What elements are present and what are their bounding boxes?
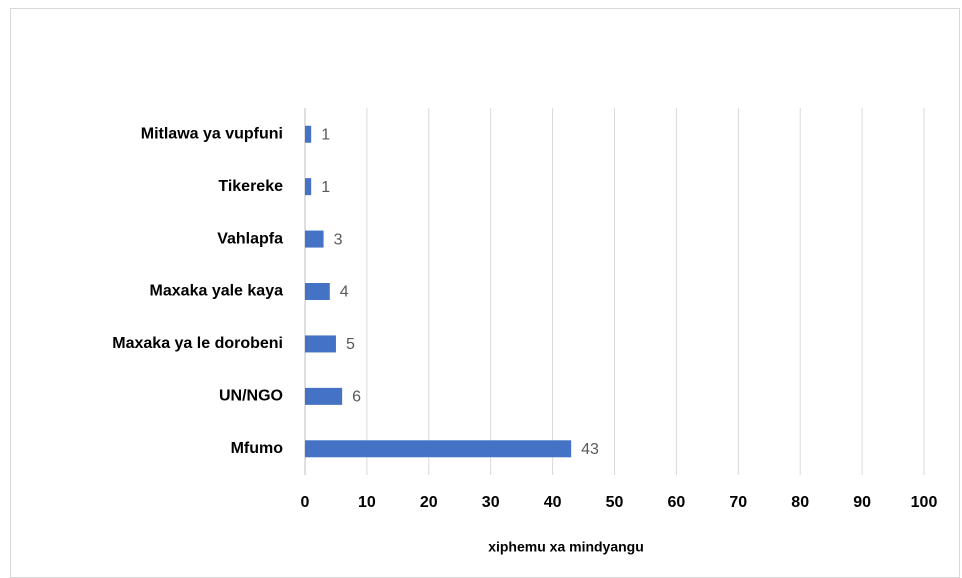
y-tick-label: Maxaka ya le dorobeni bbox=[112, 335, 283, 352]
x-tick-label: 70 bbox=[729, 494, 747, 511]
bar bbox=[305, 283, 330, 300]
x-tick-label: 40 bbox=[544, 494, 562, 511]
chart-border bbox=[10, 8, 960, 578]
x-tick-label: 60 bbox=[668, 494, 686, 511]
value-label: 1 bbox=[321, 179, 330, 196]
value-label: 1 bbox=[321, 126, 330, 143]
x-tick-label: 80 bbox=[791, 494, 809, 511]
x-tick-label: 30 bbox=[482, 494, 500, 511]
value-label: 4 bbox=[340, 284, 349, 301]
value-label: 43 bbox=[581, 441, 599, 458]
bar bbox=[305, 178, 312, 196]
x-tick-label: 20 bbox=[420, 494, 438, 511]
value-label: 6 bbox=[352, 389, 361, 406]
x-tick-label: 90 bbox=[853, 494, 871, 511]
y-tick-label: Vahlapfa bbox=[217, 230, 283, 247]
value-label: 3 bbox=[334, 231, 343, 248]
y-tick-label: Mfumo bbox=[231, 440, 284, 457]
bar bbox=[305, 230, 324, 248]
bar bbox=[305, 440, 572, 458]
value-label: 5 bbox=[346, 336, 355, 353]
bar bbox=[305, 125, 312, 143]
y-tick-label: Mitlawa ya vupfuni bbox=[141, 125, 283, 142]
x-tick-label: 10 bbox=[358, 494, 376, 511]
x-tick-label: 100 bbox=[911, 494, 938, 511]
y-tick-label: Tikereke bbox=[218, 178, 283, 195]
bar bbox=[305, 387, 343, 405]
x-tick-label: 0 bbox=[301, 494, 310, 511]
y-tick-label: Maxaka yale kaya bbox=[150, 283, 284, 300]
x-axis-label: xiphemu xa mindyangu bbox=[488, 539, 644, 555]
y-tick-label: UN/NGO bbox=[219, 388, 283, 405]
bar bbox=[305, 335, 336, 353]
x-tick-label: 50 bbox=[606, 494, 624, 511]
